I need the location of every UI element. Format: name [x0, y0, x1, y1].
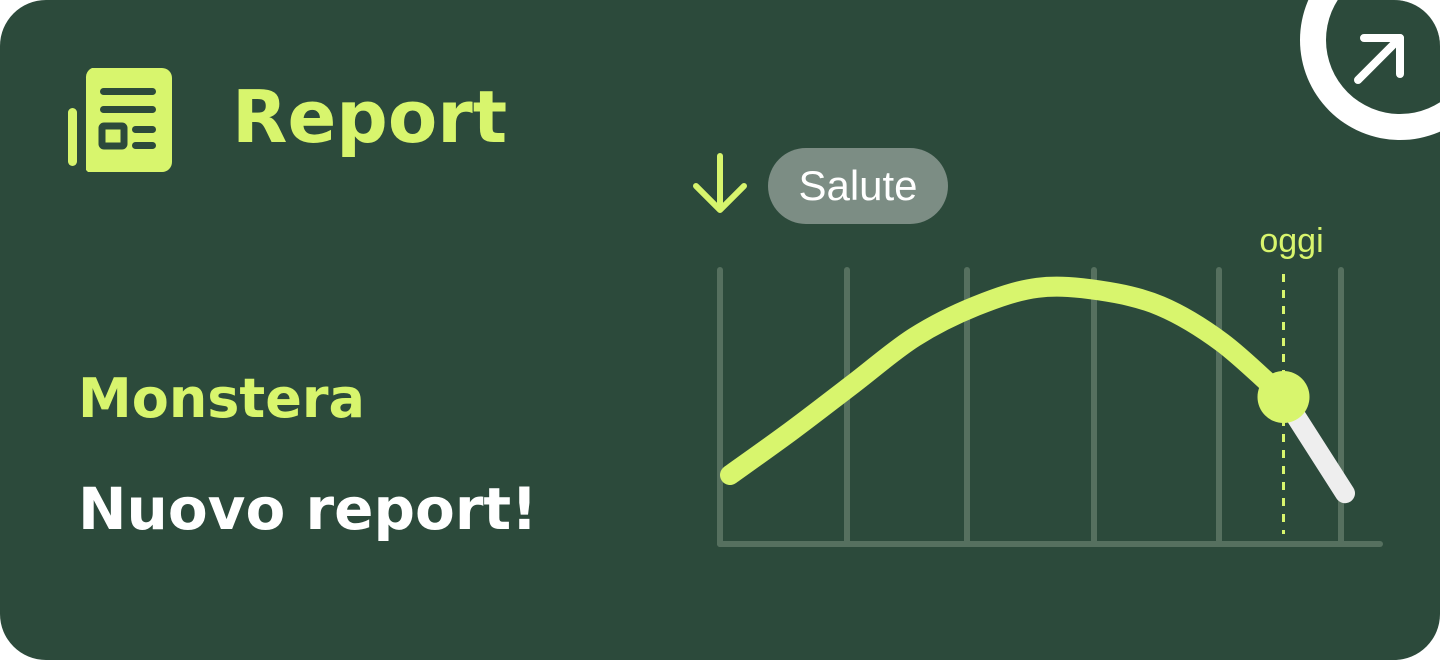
newspaper-icon: [68, 68, 172, 172]
data-point: [975, 305, 977, 307]
report-message: Nuovo report!: [78, 475, 538, 543]
data-point: [729, 474, 731, 476]
data-point: [914, 336, 916, 338]
data-point: [1221, 341, 1223, 343]
data-point: [852, 383, 854, 385]
data-point: [1037, 287, 1039, 289]
data-point: [1160, 305, 1162, 307]
metric-filter-pill[interactable]: Salute: [768, 148, 948, 224]
data-point: [1098, 289, 1100, 291]
today-dot: [1257, 371, 1310, 423]
data-point: [1344, 492, 1346, 494]
open-report-button[interactable]: [1300, 0, 1440, 140]
today-label: oggi: [1259, 222, 1323, 260]
arrow-down-icon[interactable]: [688, 150, 752, 218]
data-point: [791, 430, 793, 432]
health-line: [720, 276, 1294, 485]
card-title: Report: [232, 75, 508, 159]
plant-name: Monstera: [78, 367, 365, 430]
arrow-up-right-icon: [1326, 0, 1440, 114]
